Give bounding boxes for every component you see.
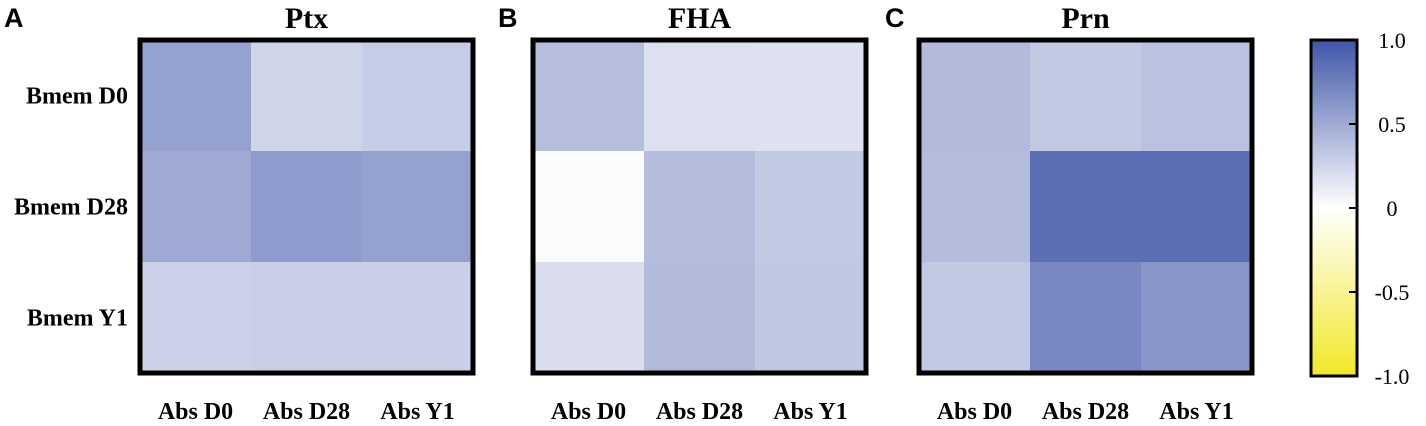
colorbar-tick-label: 0.5 <box>1378 112 1406 137</box>
heatmap-cell <box>533 262 645 374</box>
column-label: Abs D0 <box>551 399 626 425</box>
heatmap-panel-b: B FHA Abs D0 Abs D28 Abs Y1 <box>498 2 869 425</box>
colorbar-tick-label: -0.5 <box>1375 280 1410 305</box>
heatmap-cell <box>644 151 756 263</box>
column-label: Abs D0 <box>937 399 1012 425</box>
panel-title: Prn <box>1061 2 1110 35</box>
column-label: Abs D0 <box>158 399 233 425</box>
heatmap-cell <box>644 262 756 374</box>
column-label: Abs Y1 <box>380 399 454 425</box>
heatmap-panel-a: A Ptx Bmem D0 Bmem D28 Bmem Y1 Abs D0 Abs D28 A… <box>4 2 476 425</box>
heatmap-cell <box>755 151 867 263</box>
column-label: Abs Y1 <box>1159 399 1233 425</box>
heatmap-cell <box>362 262 474 374</box>
heatmap-cell <box>140 40 252 152</box>
heatmap-cell <box>251 151 363 263</box>
heatmap-cell <box>1030 262 1142 374</box>
heatmap-cell <box>919 40 1031 152</box>
heatmap-cell <box>755 262 867 374</box>
colorbar: 1.0 0.5 0 -0.5 -1.0 <box>1309 28 1410 389</box>
heatmap-cell <box>140 151 252 263</box>
heatmap-cell <box>362 40 474 152</box>
row-label: Bmem Y1 <box>27 306 128 332</box>
heatmap-panel-c: C Prn Abs D0 Abs D28 Abs Y1 <box>885 2 1255 425</box>
heatmap-cell <box>644 40 756 152</box>
heatmap-cell <box>533 151 645 263</box>
heatmap-cell <box>1141 40 1253 152</box>
panel-letter: B <box>498 3 518 33</box>
column-label: Abs D28 <box>1042 399 1129 425</box>
panel-letter: A <box>4 3 24 33</box>
heatmap-cell <box>919 262 1031 374</box>
heatmap-cell <box>251 40 363 152</box>
heatmap-cell <box>1030 151 1142 263</box>
heatmap-border <box>530 37 869 376</box>
heatmap-cell <box>251 262 363 374</box>
heatmap-cell <box>1141 151 1253 263</box>
heatmap-cell <box>755 40 867 152</box>
panel-letter: C <box>885 3 905 33</box>
colorbar-tick-label: -1.0 <box>1375 364 1410 389</box>
colorbar-tick-label: 1.0 <box>1378 28 1406 53</box>
panel-title: FHA <box>668 2 732 35</box>
heatmap-border <box>916 37 1255 376</box>
heatmap-border <box>137 37 476 376</box>
column-label: Abs Y1 <box>773 399 847 425</box>
column-label: Abs D28 <box>263 399 350 425</box>
colorbar-tick-label: 0 <box>1387 196 1398 221</box>
row-label: Bmem D0 <box>26 84 128 110</box>
heatmap-cell <box>1030 40 1142 152</box>
heatmap-cell <box>533 40 645 152</box>
heatmap-cell <box>362 151 474 263</box>
row-label: Bmem D28 <box>14 195 128 221</box>
heatmap-cell <box>919 151 1031 263</box>
heatmap-cell <box>1141 262 1253 374</box>
column-label: Abs D28 <box>656 399 743 425</box>
heatmap-cell <box>140 262 252 374</box>
panel-title: Ptx <box>285 2 328 35</box>
